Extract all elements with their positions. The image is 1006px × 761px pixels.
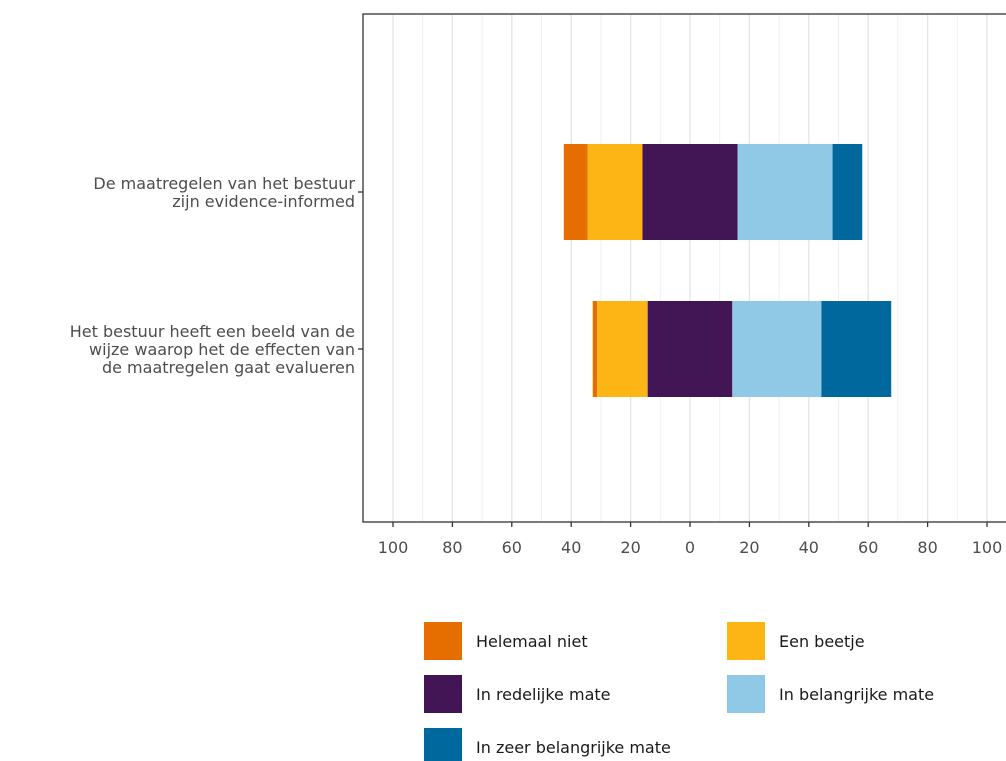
bar-segment-helemaal-niet	[592, 301, 598, 397]
bar-segment-een-beetje	[597, 301, 648, 397]
legend-key	[727, 675, 765, 713]
bar-segment-in-redelijke-mate	[642, 144, 738, 240]
bar-segment-in-belangrijke-mate	[737, 144, 833, 240]
plot-panel-border	[362, 13, 1006, 523]
bar-segment-in-belangrijke-mate	[732, 301, 822, 397]
legend-label: In zeer belangrijke mate	[476, 738, 671, 757]
x-tick-label: 40	[561, 538, 581, 557]
gridlines	[392, 14, 988, 522]
x-tick-label: 80	[917, 538, 937, 557]
bars	[563, 144, 892, 397]
x-tick-label: 0	[685, 538, 695, 557]
x-tick-label: 100	[378, 538, 409, 557]
bar-segment-een-beetje	[587, 144, 643, 240]
x-tick-label: 80	[442, 538, 462, 557]
legend-key	[424, 675, 462, 713]
category-label: zijn evidence-informed	[172, 192, 355, 211]
x-tick-label: 40	[799, 538, 819, 557]
category-label: De maatregelen van het bestuur	[93, 174, 355, 193]
bar-segment-in-zeer-belangrijke-mate	[832, 144, 863, 240]
category-label: de maatregelen gaat evalueren	[102, 358, 355, 377]
x-axis: 100 80 60 40 20 0 20 40 60 80 100	[378, 522, 1003, 557]
bar-segment-in-zeer-belangrijke-mate	[821, 301, 892, 397]
x-tick-label: 20	[739, 538, 759, 557]
legend-label: Helemaal niet	[476, 632, 588, 651]
bar-segment-in-redelijke-mate	[647, 301, 733, 397]
legend-key	[424, 622, 462, 660]
x-tick-label: 100	[972, 538, 1003, 557]
x-tick-label: 60	[502, 538, 522, 557]
legend: Helemaal niet Een beetje In redelijke mate…	[424, 622, 934, 761]
category-label: wijze waarop het de effecten van	[89, 340, 355, 359]
legend-key	[424, 728, 462, 761]
category-label: Het bestuur heeft een beeld van de	[70, 322, 355, 341]
legend-key	[727, 622, 765, 660]
legend-label: Een beetje	[779, 632, 865, 651]
x-tick-label: 20	[620, 538, 640, 557]
bar-segment-helemaal-niet	[563, 144, 588, 240]
legend-label: In redelijke mate	[476, 685, 610, 704]
x-tick-label: 60	[858, 538, 878, 557]
legend-label: In belangrijke mate	[779, 685, 934, 704]
